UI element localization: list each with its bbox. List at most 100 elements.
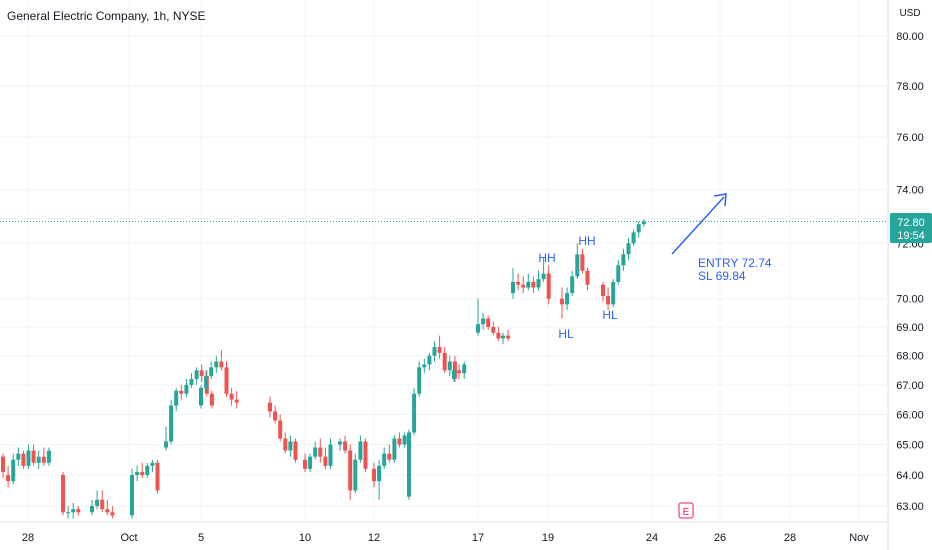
candle[interactable] — [164, 426, 168, 451]
candle[interactable] — [511, 268, 515, 299]
candle[interactable] — [546, 265, 551, 305]
candle[interactable] — [140, 462, 145, 479]
projection-arrow-line[interactable] — [671, 196, 725, 255]
candle[interactable] — [412, 387, 417, 436]
candle[interactable] — [338, 438, 342, 451]
candle[interactable] — [150, 459, 155, 472]
candle[interactable] — [392, 435, 397, 463]
candle[interactable] — [209, 390, 214, 409]
candle[interactable] — [21, 450, 26, 469]
entry-label[interactable]: ENTRY 72.74 — [698, 256, 772, 270]
candle[interactable] — [41, 447, 46, 466]
candle[interactable] — [452, 367, 456, 382]
candle[interactable] — [531, 276, 536, 294]
candle[interactable] — [570, 270, 575, 296]
candle[interactable] — [179, 384, 184, 400]
candle[interactable] — [382, 447, 387, 469]
hl-label-1[interactable]: HL — [558, 327, 574, 341]
candle[interactable] — [1, 453, 5, 479]
candle[interactable] — [135, 465, 140, 482]
candle[interactable] — [313, 441, 318, 460]
candle[interactable] — [26, 444, 31, 469]
candle[interactable] — [11, 453, 16, 485]
candle[interactable] — [606, 287, 611, 310]
candle[interactable] — [145, 462, 150, 479]
candle[interactable] — [219, 349, 224, 371]
candle[interactable] — [6, 465, 11, 488]
candle[interactable] — [601, 281, 605, 302]
candle[interactable] — [343, 435, 348, 454]
candle[interactable] — [169, 399, 174, 445]
candle[interactable] — [641, 218, 646, 227]
candle[interactable] — [229, 387, 234, 406]
candle[interactable] — [621, 248, 626, 271]
candle[interactable] — [417, 361, 422, 397]
candle[interactable] — [422, 358, 427, 374]
candle[interactable] — [278, 414, 283, 442]
candle[interactable] — [565, 287, 570, 310]
candle[interactable] — [61, 471, 65, 516]
candle[interactable] — [442, 347, 447, 374]
candle[interactable] — [407, 429, 411, 500]
candle[interactable] — [189, 373, 194, 388]
candle[interactable] — [432, 341, 437, 362]
candle[interactable] — [501, 332, 505, 345]
candle[interactable] — [348, 444, 353, 500]
hl-label-2[interactable]: HL — [602, 308, 618, 322]
last-price-box[interactable]: 72.80 19:54 — [890, 213, 932, 243]
candle[interactable] — [130, 468, 134, 519]
candle[interactable] — [110, 506, 115, 519]
candle[interactable] — [476, 298, 480, 336]
candle[interactable] — [273, 405, 278, 424]
candle[interactable] — [194, 367, 199, 385]
candle[interactable] — [71, 502, 76, 519]
candle[interactable] — [491, 321, 496, 336]
candle[interactable] — [457, 364, 462, 380]
candle[interactable] — [397, 432, 402, 448]
candle[interactable] — [462, 361, 467, 380]
candle[interactable] — [95, 490, 100, 510]
candle[interactable] — [214, 355, 219, 374]
candle[interactable] — [387, 444, 392, 463]
candle[interactable] — [76, 506, 81, 516]
candle[interactable] — [155, 459, 160, 494]
candle[interactable] — [46, 447, 51, 466]
candle[interactable] — [90, 499, 94, 516]
candle[interactable] — [363, 438, 368, 472]
candle[interactable] — [626, 237, 631, 260]
candle[interactable] — [427, 352, 432, 371]
candle[interactable] — [199, 384, 203, 409]
candle[interactable] — [308, 453, 313, 472]
candle[interactable] — [575, 243, 580, 280]
candle[interactable] — [580, 248, 585, 274]
candle[interactable] — [283, 432, 288, 454]
candle[interactable] — [486, 315, 491, 330]
candle[interactable] — [268, 396, 272, 418]
candle[interactable] — [31, 444, 36, 466]
candle[interactable] — [204, 370, 209, 391]
candle[interactable] — [66, 506, 71, 519]
candle[interactable] — [372, 462, 376, 488]
candle[interactable] — [224, 361, 229, 397]
candle[interactable] — [521, 276, 526, 294]
candle[interactable] — [16, 447, 21, 466]
candle[interactable] — [496, 327, 501, 342]
candle[interactable] — [611, 279, 616, 308]
candle[interactable] — [353, 453, 358, 494]
candle[interactable] — [447, 355, 452, 377]
candle[interactable] — [616, 259, 621, 285]
candle[interactable] — [100, 490, 105, 513]
candle[interactable] — [377, 459, 382, 500]
candle[interactable] — [184, 379, 189, 397]
candle[interactable] — [560, 287, 564, 319]
candle[interactable] — [631, 229, 636, 247]
candle[interactable] — [585, 268, 590, 291]
candle[interactable] — [318, 438, 323, 463]
candle[interactable] — [209, 361, 214, 380]
candle[interactable] — [303, 453, 307, 472]
candle[interactable] — [174, 387, 179, 412]
candle[interactable] — [402, 432, 407, 448]
candle[interactable] — [526, 273, 531, 291]
sl-label[interactable]: SL 69.84 — [698, 269, 746, 283]
